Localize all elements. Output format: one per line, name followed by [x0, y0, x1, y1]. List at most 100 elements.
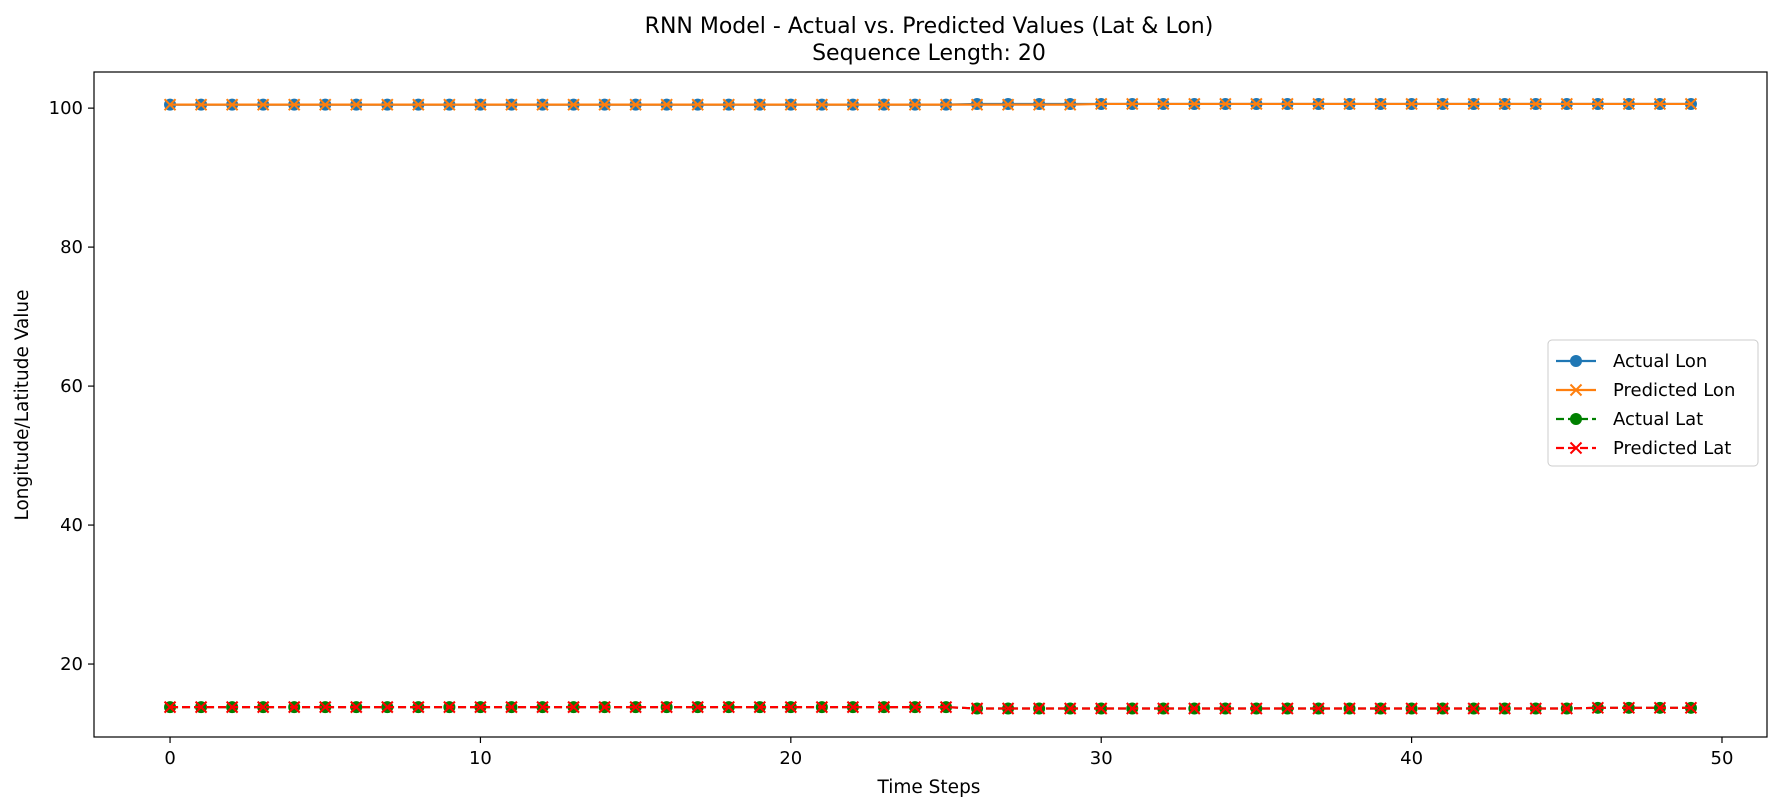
data-point [474, 98, 487, 111]
x-tick-label: 40 [1400, 748, 1423, 769]
data-point [1653, 701, 1667, 715]
data-point [536, 700, 549, 714]
data-point [567, 700, 580, 714]
data-point [1343, 97, 1356, 111]
data-point [1498, 97, 1511, 111]
data-point [505, 700, 518, 714]
data-point [381, 700, 394, 714]
legend-item: Predicted Lon [1556, 380, 1735, 401]
y-axis-label: Longitude/Latitude Value [12, 289, 33, 520]
data-point [1405, 97, 1418, 111]
axes-frame [93, 71, 1768, 738]
chart-title: RNN Model - Actual vs. Predicted Values … [645, 14, 1214, 39]
data-point [443, 98, 456, 111]
data-point [256, 700, 270, 714]
legend-marker [1569, 383, 1583, 397]
legend-label: Predicted Lat [1613, 438, 1731, 459]
series-line [170, 706, 1691, 710]
legend-marker [1570, 413, 1582, 425]
data-point [908, 98, 922, 111]
data-point [1591, 701, 1605, 715]
data-point [660, 700, 673, 714]
data-point [1653, 97, 1667, 111]
data-point [1219, 702, 1232, 715]
data-point [629, 98, 642, 111]
data-point [319, 700, 332, 714]
legend-item: Actual Lat [1556, 409, 1703, 430]
chart-subtitle: Sequence Length: 20 [812, 41, 1046, 66]
data-point [1157, 702, 1170, 715]
data-point [1684, 701, 1698, 715]
data-point [1560, 97, 1574, 111]
data-point [1281, 97, 1294, 111]
data-point [691, 700, 704, 714]
x-tick-label: 10 [469, 748, 492, 769]
data-point [784, 700, 798, 714]
data-point [163, 98, 177, 111]
data-point [1405, 702, 1418, 715]
data-point [1312, 97, 1325, 111]
data-point [1001, 702, 1015, 715]
data-point [1374, 97, 1387, 111]
data-point [877, 700, 891, 714]
series-line [170, 102, 1691, 106]
y-tick-label: 40 [60, 515, 83, 536]
data-point [1095, 702, 1108, 715]
series-predicted-lat [163, 700, 1698, 715]
data-point [319, 98, 332, 111]
data-point [1032, 98, 1046, 111]
data-point [1250, 702, 1263, 715]
data-point [505, 98, 518, 111]
data-point [1622, 97, 1636, 111]
data-point [1467, 97, 1480, 111]
data-point [1001, 98, 1015, 111]
data-point [412, 98, 425, 111]
data-point [1343, 702, 1356, 715]
data-point [1467, 702, 1480, 715]
y-tick-label: 80 [60, 237, 83, 258]
data-point [1157, 97, 1170, 111]
x-axis-label: Time Steps [877, 777, 981, 798]
data-point [1560, 702, 1574, 715]
data-point [1126, 97, 1139, 111]
data-point [598, 700, 611, 714]
data-point [287, 700, 301, 714]
data-point [1436, 97, 1449, 111]
data-point [474, 700, 487, 714]
legend-label: Actual Lat [1613, 409, 1703, 430]
data-point [1063, 98, 1077, 111]
series-predicted-lon [163, 97, 1698, 111]
y-tick-label: 100 [49, 98, 83, 119]
data-point [1095, 97, 1108, 111]
data-point [691, 98, 704, 111]
data-point [970, 702, 984, 715]
data-point [350, 700, 363, 714]
data-point [1188, 97, 1201, 111]
data-point [194, 98, 208, 111]
legend-marker [1570, 355, 1582, 367]
data-point [753, 700, 766, 714]
y-tick-label: 60 [60, 376, 83, 397]
data-point [256, 98, 270, 111]
data-point [1591, 97, 1605, 111]
data-point [381, 98, 394, 111]
data-point [1188, 702, 1201, 715]
data-point [1436, 702, 1449, 715]
x-tick-label: 50 [1711, 748, 1734, 769]
data-point [163, 700, 177, 714]
data-point [753, 98, 766, 111]
data-point [1684, 97, 1698, 111]
data-point [1063, 702, 1077, 715]
data-point [598, 98, 611, 111]
data-point [815, 700, 829, 714]
data-point [877, 98, 891, 111]
data-point [939, 98, 953, 111]
data-point [629, 700, 642, 714]
legend-label: Actual Lon [1613, 351, 1707, 372]
data-point [1250, 97, 1263, 111]
data-point [225, 98, 239, 111]
data-point [350, 98, 363, 111]
data-point [784, 98, 798, 111]
data-point [1529, 97, 1542, 111]
